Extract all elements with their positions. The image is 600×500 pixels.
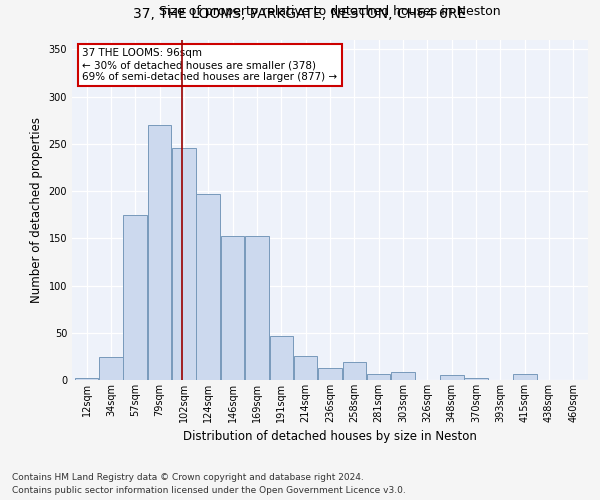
Bar — [367, 374, 391, 380]
Bar — [196, 194, 220, 380]
Text: Contains HM Land Registry data © Crown copyright and database right 2024.
Contai: Contains HM Land Registry data © Crown c… — [12, 474, 406, 495]
Bar — [124, 214, 147, 380]
Text: 37 THE LOOMS: 96sqm
← 30% of detached houses are smaller (378)
69% of semi-detac: 37 THE LOOMS: 96sqm ← 30% of detached ho… — [82, 48, 337, 82]
Title: Size of property relative to detached houses in Neston: Size of property relative to detached ho… — [159, 5, 501, 18]
Bar — [172, 148, 196, 380]
Bar — [221, 236, 244, 380]
Bar — [318, 368, 342, 380]
Bar — [391, 372, 415, 380]
Bar — [440, 376, 464, 380]
Bar — [294, 356, 317, 380]
Bar — [75, 378, 98, 380]
Bar — [245, 236, 269, 380]
Bar — [343, 362, 366, 380]
Bar — [269, 336, 293, 380]
Bar — [148, 125, 172, 380]
X-axis label: Distribution of detached houses by size in Neston: Distribution of detached houses by size … — [183, 430, 477, 444]
Y-axis label: Number of detached properties: Number of detached properties — [30, 117, 43, 303]
Bar — [513, 374, 536, 380]
Bar — [99, 358, 123, 380]
Text: 37, THE LOOMS, PARKGATE, NESTON, CH64 6RE: 37, THE LOOMS, PARKGATE, NESTON, CH64 6R… — [133, 8, 467, 22]
Bar — [464, 378, 488, 380]
